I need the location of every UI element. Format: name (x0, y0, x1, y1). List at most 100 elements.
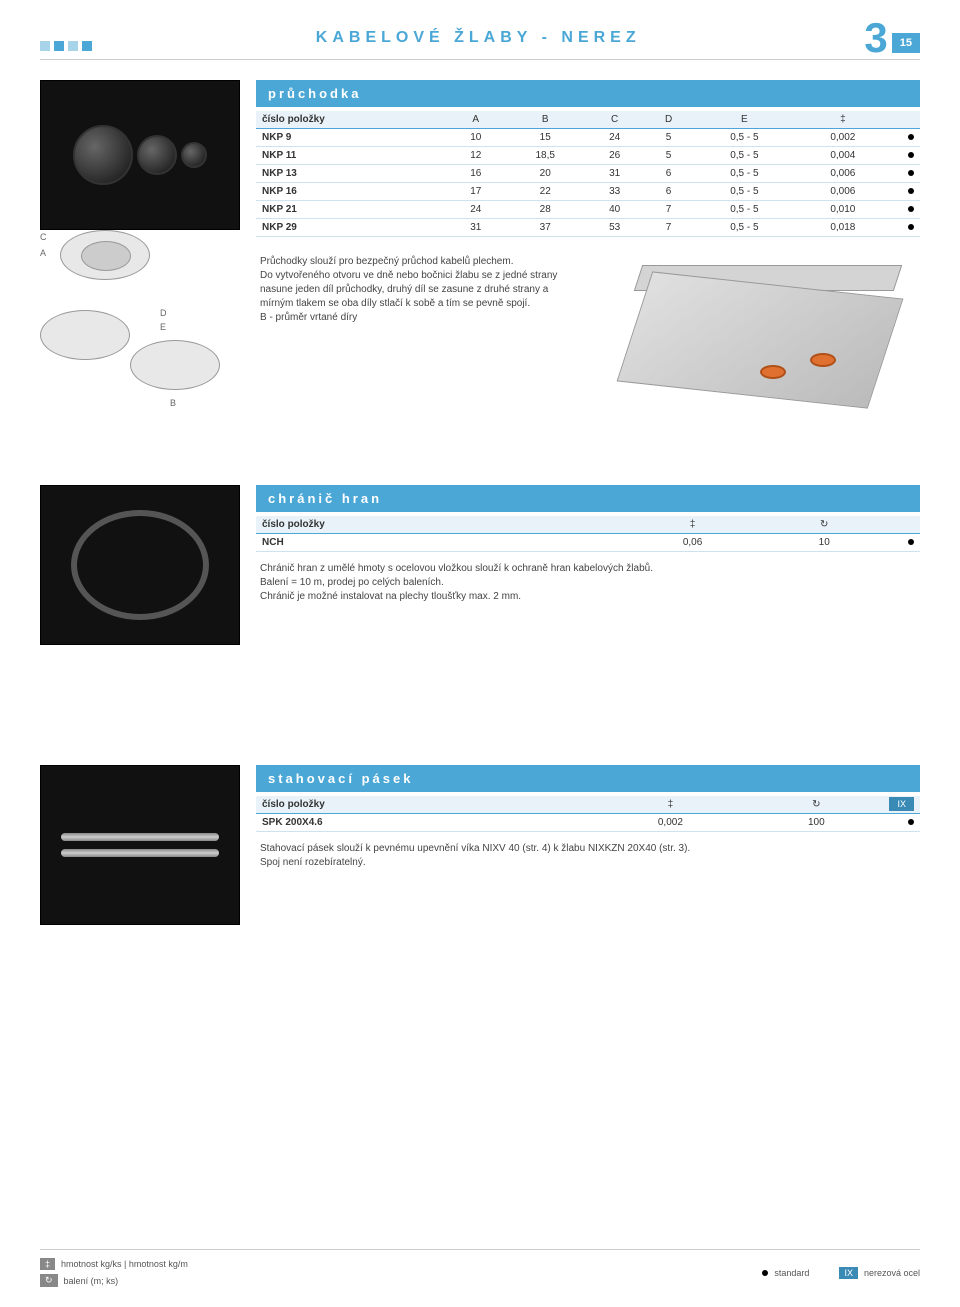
table-cell: 0,010 (796, 201, 890, 219)
section-title: stahovací pásek (256, 765, 920, 792)
table-cell: 18,5 (505, 147, 585, 165)
table-cell: NKP 29 (256, 219, 446, 237)
table-cell: 0,018 (796, 219, 890, 237)
legend-ix-symbol: IX (839, 1267, 858, 1279)
header-title: KABELOVÉ ŽLABY - NEREZ (316, 29, 641, 59)
table-header-cell (890, 111, 920, 129)
table-header-cell: ‡ (617, 516, 769, 534)
product-photo-grommets (40, 80, 240, 230)
table-cell: SPK 200X4.6 (256, 814, 588, 832)
table-row: NKP 1617223360,5 - 50,006 (256, 183, 920, 201)
table-cell: 15 (505, 129, 585, 147)
table-cell: NKP 13 (256, 165, 446, 183)
desc-line: Do vytvořeného otvoru ve dně nebo bočnic… (260, 269, 580, 311)
table-cell: 0,06 (617, 534, 769, 552)
table-header-cell: B (505, 111, 585, 129)
dimension-diagram: C A D E B (40, 230, 240, 410)
table-cell: 53 (585, 219, 644, 237)
table-header-cell: číslo položky (256, 111, 446, 129)
table-cell: 31 (585, 165, 644, 183)
table-cell (890, 201, 920, 219)
table-cell: 7 (644, 219, 693, 237)
table-cell: 100 (753, 814, 880, 832)
table-cell: NCH (256, 534, 617, 552)
table-cell: 16 (446, 165, 505, 183)
legend-pack-symbol: ↻ (40, 1274, 58, 1287)
table-cell: 6 (644, 183, 693, 201)
table-cell: 0,002 (796, 129, 890, 147)
table-row: SPK 200X4.60,002100 (256, 814, 920, 832)
table-cell (890, 147, 920, 165)
legend-standard-label: standard (774, 1268, 809, 1278)
table-header-cell: C (585, 111, 644, 129)
table-pasek: číslo položky‡↻IX SPK 200X4.60,002100 (256, 796, 920, 832)
section-title: průchodka (256, 80, 920, 107)
table-cell: 10 (446, 129, 505, 147)
desc-line: Chránič je možné instalovat na plechy tl… (260, 590, 916, 604)
table-header-cell: ↻ (768, 516, 880, 534)
section-pruchodka: C A D E B průchodka číslo položkyABCDE‡ … (40, 80, 920, 425)
table-header-cell: číslo položky (256, 516, 617, 534)
table-cell (880, 534, 920, 552)
desc-line: Chránič hran z umělé hmoty s ocelovou vl… (260, 562, 916, 576)
product-photo-cable-tie (40, 765, 240, 925)
table-cell: 0,5 - 5 (693, 129, 796, 147)
page-footer: ‡ hmotnost kg/ks | hmotnost kg/m ↻ balen… (40, 1249, 920, 1287)
desc-line: Stahovací pásek slouží k pevnému upevněn… (260, 842, 916, 856)
table-cell: 0,5 - 5 (693, 219, 796, 237)
table-cell (890, 165, 920, 183)
desc-line: Průchodky slouží pro bezpečný průchod ka… (260, 255, 580, 269)
legend-weight-label: hmotnost kg/ks | hmotnost kg/m (61, 1259, 188, 1269)
table-cell: 0,5 - 5 (693, 147, 796, 165)
table-cell: 6 (644, 165, 693, 183)
table-cell: 0,5 - 5 (693, 183, 796, 201)
table-row: NKP 910152450,5 - 50,002 (256, 129, 920, 147)
desc-line: Spoj není rozebíratelný. (260, 856, 916, 870)
table-cell: 20 (505, 165, 585, 183)
section-title: chránič hran (256, 485, 920, 512)
table-header-cell: ‡ (588, 796, 752, 814)
dim-a: A (40, 248, 46, 258)
table-cell: 17 (446, 183, 505, 201)
table-row: NCH0,0610 (256, 534, 920, 552)
table-header-cell: D (644, 111, 693, 129)
header-squares (40, 41, 92, 59)
table-cell: 33 (585, 183, 644, 201)
chapter-number: 3 (864, 17, 887, 59)
table-header-cell: číslo položky (256, 796, 588, 814)
table-header-cell: E (693, 111, 796, 129)
table-cell: NKP 21 (256, 201, 446, 219)
table-cell: 0,5 - 5 (693, 165, 796, 183)
table-cell: NKP 11 (256, 147, 446, 165)
table-cell: NKP 9 (256, 129, 446, 147)
table-cell: 40 (585, 201, 644, 219)
table-header-cell: IX (880, 796, 920, 814)
table-row: NKP 2124284070,5 - 50,010 (256, 201, 920, 219)
table-cell (890, 129, 920, 147)
table-cell (890, 219, 920, 237)
table-cell: 0,5 - 5 (693, 201, 796, 219)
table-pruchodka: číslo položkyABCDE‡ NKP 910152450,5 - 50… (256, 111, 920, 237)
page-number-box: 3 15 (864, 17, 920, 59)
dim-e: E (160, 322, 166, 332)
table-cell: 0,004 (796, 147, 890, 165)
table-header-cell: A (446, 111, 505, 129)
dim-b: B (170, 398, 176, 408)
table-cell: 0,002 (588, 814, 752, 832)
table-cell: 31 (446, 219, 505, 237)
dim-d: D (160, 308, 167, 318)
legend-pack-label: balení (m; ks) (64, 1276, 119, 1286)
table-cell: 26 (585, 147, 644, 165)
table-cell: 22 (505, 183, 585, 201)
table-cell: 24 (446, 201, 505, 219)
table-cell: NKP 16 (256, 183, 446, 201)
table-header-cell: ‡ (796, 111, 890, 129)
desc-line: Balení = 10 m, prodej po celých baleních… (260, 576, 916, 590)
legend-ix-label: nerezová ocel (864, 1268, 920, 1278)
table-cell: 10 (768, 534, 880, 552)
table-cell: 5 (644, 129, 693, 147)
legend-weight-symbol: ‡ (40, 1258, 55, 1270)
table-header-cell: ↻ (753, 796, 880, 814)
table-chranic: číslo položky‡↻ NCH0,0610 (256, 516, 920, 552)
table-row: NKP 111218,52650,5 - 50,004 (256, 147, 920, 165)
